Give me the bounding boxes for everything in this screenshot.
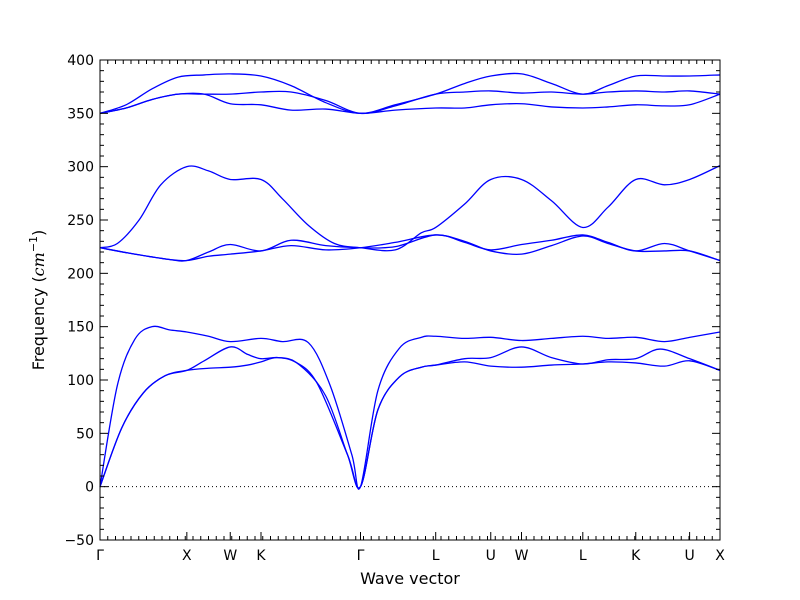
x-tick-label: L <box>579 548 587 564</box>
x-tick-label: L <box>432 548 440 564</box>
y-tick-label: 200 <box>67 266 94 282</box>
x-tick-label: Γ <box>96 548 104 564</box>
x-tick-label: Γ <box>357 548 365 564</box>
y-tick-label: 150 <box>67 320 94 336</box>
y-axis-unit-exponent: −1 <box>27 236 40 252</box>
band-line-1 <box>99 356 721 489</box>
x-tick-label: K <box>631 548 641 564</box>
plot-frame <box>99 59 721 541</box>
band-line-6 <box>99 165 721 252</box>
band-line-5 <box>99 234 721 262</box>
x-tick-label: K <box>256 548 266 564</box>
x-axis-title: Wave vector <box>360 569 460 588</box>
x-tick-label: U <box>684 548 694 564</box>
band-line-2 <box>99 346 721 489</box>
y-axis-unit: cm <box>29 252 48 276</box>
band-line-8 <box>99 90 721 115</box>
y-tick-label: 350 <box>67 106 94 122</box>
y-tick-label: 0 <box>85 480 94 496</box>
x-tick-label: U <box>486 548 496 564</box>
y-tick-label: 100 <box>67 373 94 389</box>
y-axis-title-text: Frequency <box>29 288 48 371</box>
band-line-7 <box>99 92 721 114</box>
y-tick-label: 50 <box>76 426 94 442</box>
y-tick-label: −50 <box>64 533 94 549</box>
y-tick-label: 300 <box>67 160 94 176</box>
band-line-9 <box>99 72 721 114</box>
band-line-3 <box>99 325 721 490</box>
x-tick-label: W <box>223 548 237 564</box>
y-tick-label: 400 <box>67 53 94 69</box>
x-tick-label: W <box>515 548 529 564</box>
y-tick-label: 250 <box>67 213 94 229</box>
y-axis-title: Frequency (cm−1) <box>27 230 48 371</box>
x-tick-label: X <box>182 548 192 564</box>
x-tick-label: X <box>715 548 725 564</box>
plot-area <box>99 72 721 490</box>
axes: −50 0 50 100 150 200 250 300 350 400 Γ X W K Γ L U W L K U X <box>64 53 725 564</box>
band-line-4 <box>99 234 721 262</box>
